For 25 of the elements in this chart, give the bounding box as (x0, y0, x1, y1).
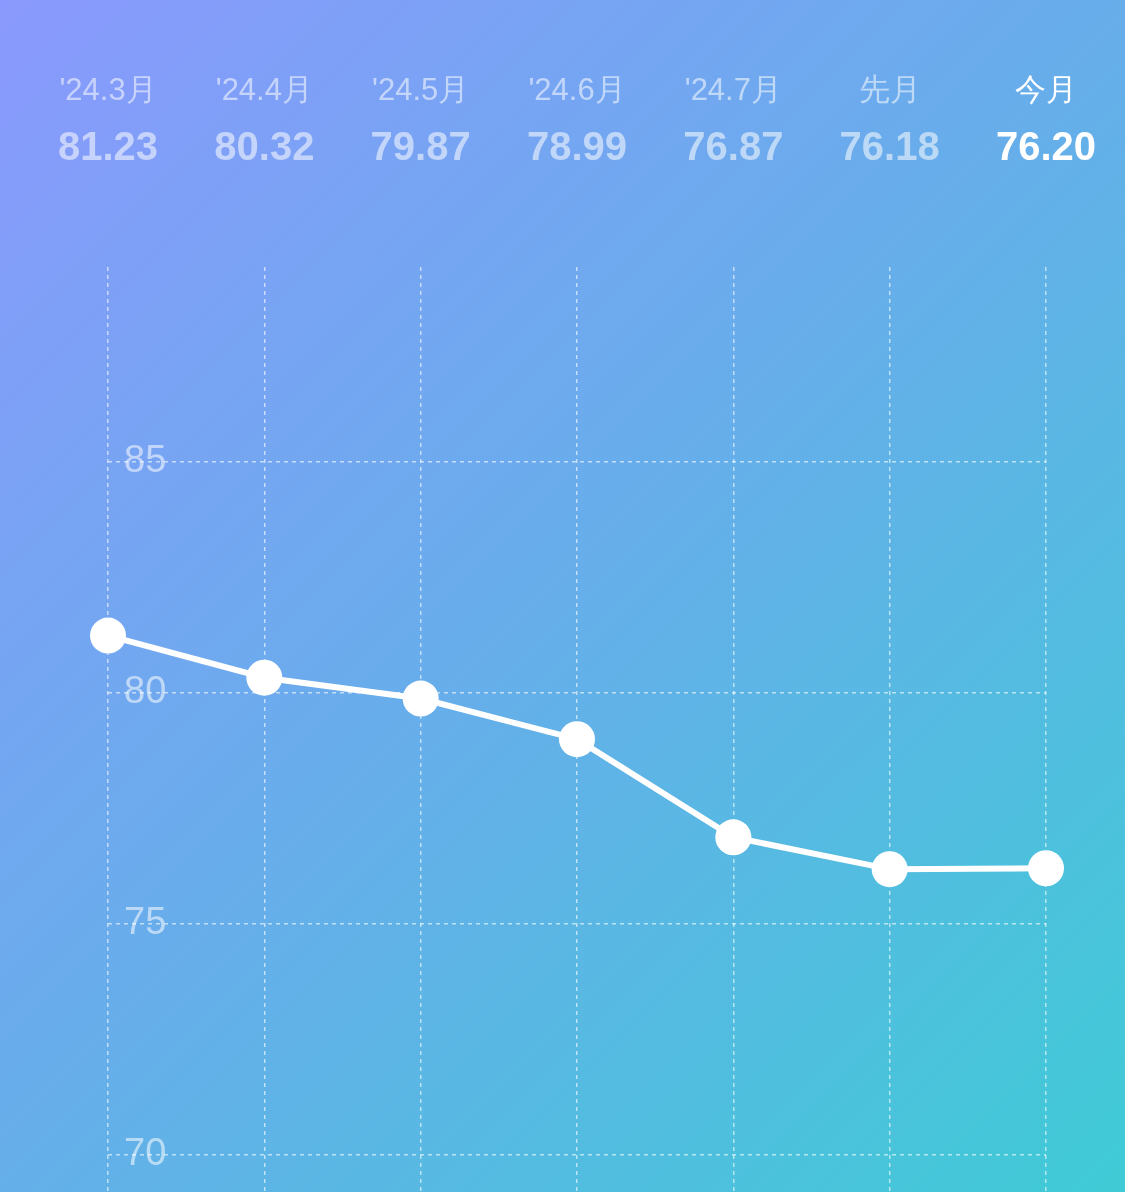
x-tick-label: '24.6月 (528, 71, 626, 107)
point (402, 680, 439, 717)
data-label: 76.18 (839, 124, 940, 169)
y-tick-label: 75 (124, 900, 167, 943)
point (559, 721, 595, 758)
data-label: 80.32 (214, 124, 315, 169)
point (1028, 850, 1064, 887)
point (871, 851, 908, 888)
data-label: 76.20 (995, 124, 1097, 169)
point (246, 659, 283, 696)
data-label: 78.99 (526, 124, 628, 169)
x-tick-label: '24.7月 (684, 71, 782, 107)
x-tick-label: '24.3月 (59, 71, 157, 107)
x-tick-label: '24.4月 (215, 71, 313, 107)
data-label: 76.87 (683, 124, 784, 169)
y-tick-label: 85 (124, 437, 167, 480)
data-label: 79.87 (370, 124, 471, 169)
x-tick-label: 先月 (858, 71, 921, 107)
point (90, 617, 126, 654)
data-label: 81.23 (57, 124, 159, 169)
y-tick-label: 70 (124, 1131, 167, 1174)
point (715, 819, 752, 856)
x-tick-label: '24.5月 (372, 71, 470, 107)
x-tick-label: 今月 (1015, 71, 1077, 107)
y-tick-label: 80 (124, 668, 167, 711)
